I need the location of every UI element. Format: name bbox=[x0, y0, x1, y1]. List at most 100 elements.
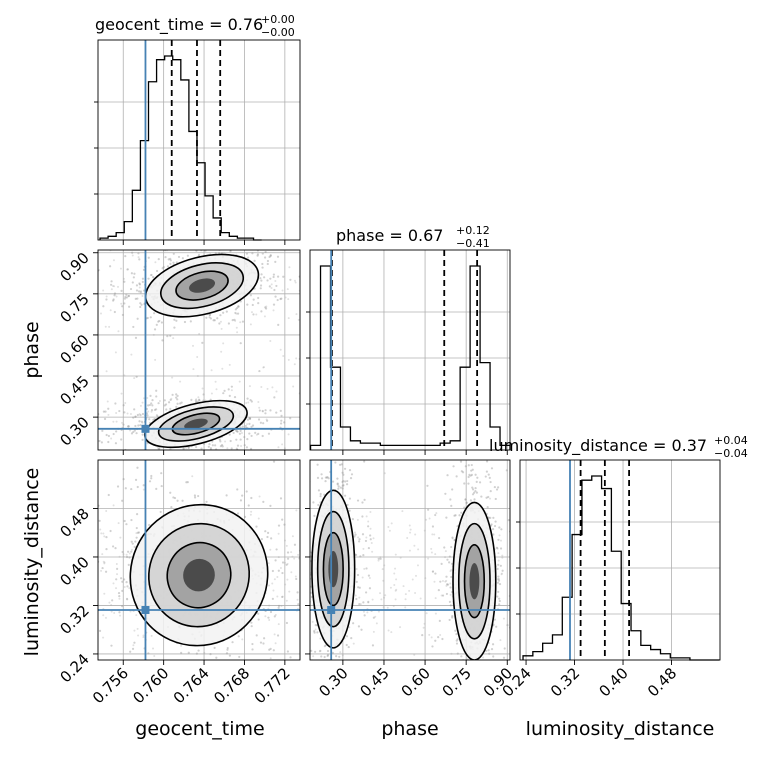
sample-point bbox=[252, 298, 255, 301]
sample-point bbox=[479, 409, 481, 411]
sample-point bbox=[135, 513, 139, 516]
sample-point bbox=[237, 305, 240, 308]
sample-point bbox=[183, 320, 187, 324]
sample-point bbox=[342, 473, 345, 476]
sample-point bbox=[138, 283, 142, 286]
sample-point bbox=[148, 403, 151, 407]
sample-point bbox=[326, 649, 330, 653]
sample-point bbox=[264, 250, 267, 254]
sample-point bbox=[487, 473, 490, 476]
sample-point bbox=[147, 256, 150, 259]
sample-point bbox=[155, 269, 159, 273]
sample-point bbox=[145, 662, 147, 664]
sample-point bbox=[497, 538, 500, 541]
sample-point bbox=[219, 445, 223, 448]
sample-point bbox=[101, 566, 104, 570]
sample-point bbox=[344, 494, 347, 497]
sample-point bbox=[498, 582, 502, 586]
sample-point bbox=[257, 400, 260, 403]
sample-point bbox=[259, 641, 263, 644]
sample-point bbox=[304, 610, 306, 612]
sample-point bbox=[315, 675, 317, 677]
sample-point bbox=[213, 319, 216, 322]
sample-point bbox=[259, 233, 261, 235]
sample-point bbox=[368, 587, 372, 590]
sample-point bbox=[126, 465, 128, 467]
sample-point bbox=[456, 712, 458, 714]
sample-point bbox=[295, 577, 298, 581]
sample-point bbox=[114, 244, 116, 246]
sample-point bbox=[263, 637, 266, 640]
title-luminosity-distance: luminosity_distance = 0.37 bbox=[489, 436, 707, 456]
sample-point bbox=[492, 516, 495, 519]
sample-point bbox=[258, 406, 261, 409]
sample-point bbox=[478, 670, 480, 672]
sample-point bbox=[494, 520, 497, 523]
sample-point bbox=[282, 541, 284, 543]
sample-point bbox=[357, 586, 360, 589]
sample-point bbox=[445, 579, 448, 582]
sample-point bbox=[169, 257, 172, 260]
sample-point bbox=[265, 418, 268, 421]
sample-point bbox=[153, 654, 156, 657]
sample-point bbox=[495, 661, 497, 663]
sample-point bbox=[422, 626, 425, 629]
sample-point bbox=[136, 627, 139, 630]
sample-point bbox=[151, 404, 154, 407]
sample-point bbox=[196, 400, 199, 403]
sample-point bbox=[320, 473, 323, 476]
sample-point bbox=[470, 469, 473, 472]
sample-point bbox=[497, 575, 500, 578]
sample-point bbox=[157, 258, 160, 261]
sample-point bbox=[97, 457, 99, 459]
sample-point bbox=[160, 472, 163, 475]
sample-point bbox=[497, 590, 500, 593]
sample-point bbox=[261, 410, 264, 413]
ytick-label-luminosity_distance: 0.40 bbox=[56, 553, 92, 589]
sample-point bbox=[110, 283, 113, 286]
sample-point bbox=[437, 589, 440, 592]
sample-point bbox=[431, 570, 435, 573]
sample-point bbox=[249, 447, 253, 450]
sample-point bbox=[129, 610, 132, 613]
sample-point bbox=[114, 402, 117, 405]
sample-point bbox=[320, 477, 324, 480]
sample-point bbox=[459, 460, 463, 463]
sample-point bbox=[383, 564, 386, 567]
sample-point bbox=[393, 572, 396, 575]
sample-point bbox=[229, 457, 231, 459]
sample-point bbox=[116, 485, 120, 488]
sample-point bbox=[197, 253, 201, 256]
sample-point bbox=[250, 425, 253, 428]
xtick-label-geocent_time: 0.772 bbox=[251, 664, 294, 707]
sample-point bbox=[157, 447, 160, 450]
sample-point bbox=[226, 447, 229, 450]
sample-point bbox=[441, 637, 444, 641]
sample-point bbox=[115, 411, 118, 414]
sample-point bbox=[180, 651, 183, 654]
sample-point bbox=[263, 276, 266, 279]
sample-point bbox=[262, 500, 265, 503]
sample-point bbox=[121, 589, 124, 592]
sample-point bbox=[469, 474, 472, 477]
sample-point bbox=[173, 318, 176, 321]
sample-point bbox=[499, 564, 502, 567]
sample-point bbox=[390, 631, 393, 634]
sample-point bbox=[135, 289, 139, 292]
sample-point bbox=[286, 562, 289, 565]
sample-point bbox=[449, 582, 452, 585]
sample-point bbox=[175, 261, 178, 264]
sample-point bbox=[141, 280, 144, 283]
sample-point bbox=[387, 526, 390, 529]
sample-point bbox=[266, 279, 269, 282]
sample-point bbox=[218, 251, 221, 255]
sample-point bbox=[103, 417, 107, 421]
sample-point bbox=[485, 460, 489, 463]
sample-point bbox=[112, 582, 115, 585]
sample-point bbox=[247, 464, 249, 466]
sample-point bbox=[295, 313, 298, 316]
sample-point bbox=[185, 447, 188, 450]
sample-point bbox=[362, 547, 365, 550]
sample-point bbox=[166, 335, 169, 338]
sample-point bbox=[438, 619, 441, 622]
